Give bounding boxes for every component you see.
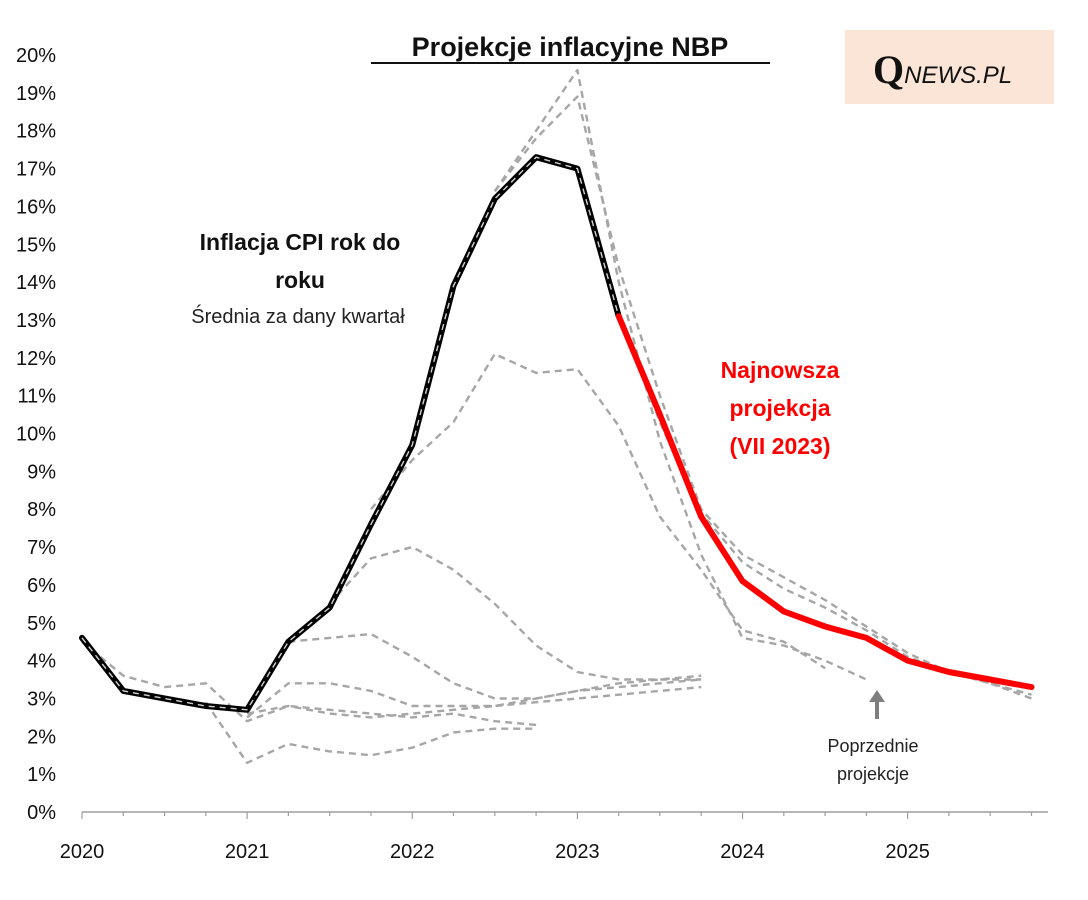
arrow-head [869,690,885,702]
y-tick-label: 12% [16,348,56,370]
latest-projection-label-line3: (VII 2023) [730,433,831,459]
previous-projection-line-8 [493,68,867,681]
x-tick-label: 2021 [225,841,270,863]
x-axis: 2020 2021 2022 2023 2024 2025 [60,811,1048,863]
y-tick-label: 6% [27,575,56,597]
previous-projections-label-line2: projekcje [837,764,909,784]
y-axis-ticks: 0% 1% 2% 3% 4% 5% 6% 7% 8% 9% 10% 11% 12% 13% 14% 15% 16… [16,45,56,824]
x-tick-label: 2023 [555,841,600,863]
previous-projection-line-5 [288,632,702,700]
y-tick-label: 11% [17,386,56,408]
y-tick-label: 16% [16,196,56,218]
previous-projection-line-3 [246,682,702,719]
previous-projections [81,68,1032,764]
latest-projection-label-line2: projekcja [730,395,831,421]
latest-projection-line [615,313,1035,691]
previous-projections-label-line1: Poprzednie [827,736,918,756]
y-tick-label: 10% [16,424,56,446]
y-tick-label: 3% [27,689,56,711]
y-tick-label: 14% [16,272,56,294]
cpi-label-line2: roku [275,267,325,293]
previous-projection-line-2 [204,701,537,764]
logo-rest: NEWS.PL [904,62,1012,89]
x-tick-label: 2025 [885,841,930,863]
latest-projection-label-line1: Najnowsza [721,357,840,383]
previous-projection-line-6 [328,545,702,681]
chart-title: Projekcje inflacyjne NBP [412,32,729,62]
y-tick-label: 8% [27,499,56,521]
y-tick-label: 13% [16,310,56,332]
previous-projection-line-1 [81,640,537,727]
x-tick-label: 2020 [60,841,105,863]
previous-projection-line-9 [493,95,1032,700]
logo-text: QNEWS.PL [873,47,1012,92]
logo-q: Q [873,47,904,92]
y-tick-label: 2% [27,726,56,748]
previous-projection-line-7 [370,352,826,670]
y-tick-label: 0% [27,802,56,824]
cpi-actual-inner-dash [81,156,620,711]
y-tick-label: 7% [27,537,56,559]
y-tick-label: 15% [16,234,56,256]
y-tick-label: 5% [27,613,56,635]
previous-projections-arrow [869,690,885,719]
y-tick-label: 18% [16,121,56,143]
y-tick-label: 9% [27,461,56,483]
y-tick-label: 1% [27,764,56,786]
previous-projection-line-4 [246,674,702,719]
y-tick-label: 4% [27,651,56,673]
x-tick-label: 2024 [720,841,765,863]
x-tick-label: 2022 [390,841,435,863]
y-tick-label: 19% [16,83,56,105]
main-series [79,154,1035,713]
y-tick-label: 17% [16,159,56,181]
cpi-label-line1: Inflacja CPI rok do [200,229,401,255]
y-tick-label: 20% [16,45,56,67]
logo-background [845,30,1054,104]
cpi-sublabel: Średnia za dany kwartał [191,304,405,328]
qnews-logo: QNEWS.PL [845,30,1054,104]
